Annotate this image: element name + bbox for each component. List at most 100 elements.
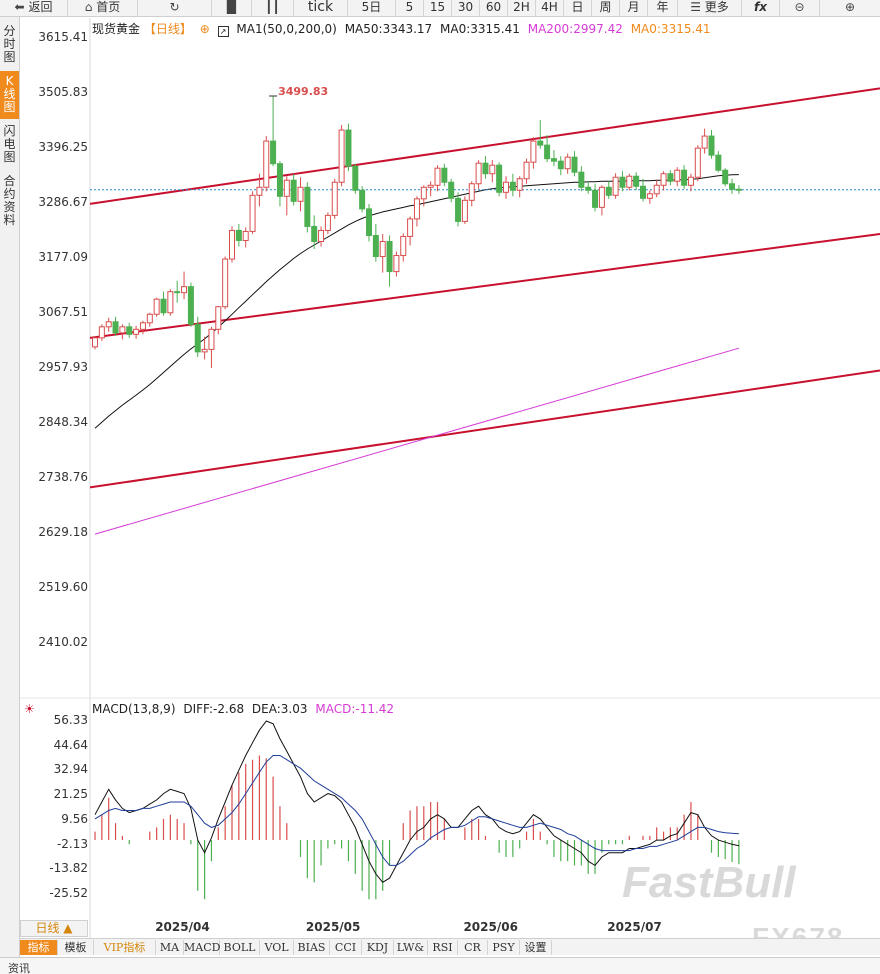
indicator-tab-5[interactable]: BOLL: [220, 940, 260, 955]
indicator-bar: 指标 模板 VIP指标 MA MACD BOLL VOL BIAS CCI KDJ LW& RSI CR…: [20, 938, 880, 955]
candle-body: [181, 286, 188, 294]
candle-body: [722, 169, 729, 185]
indicator-tab-14[interactable]: 设置: [520, 940, 552, 955]
macd-tick-label: 9.56: [61, 811, 88, 826]
candle-body: [427, 184, 434, 188]
indicator-tab-13[interactable]: PSY: [488, 940, 520, 955]
period-button-0[interactable]: 5日: [348, 0, 396, 16]
candle-body: [139, 322, 146, 330]
period-tab[interactable]: 日线 ▲: [20, 920, 88, 937]
candlestick-icon: ┃┃: [265, 0, 280, 14]
period-button-4[interactable]: 60: [480, 0, 508, 16]
home-button[interactable]: ⌂ 首页: [68, 0, 138, 16]
zoom-out-button[interactable]: ⊝: [780, 0, 820, 16]
indicator-tab-2[interactable]: VIP指标: [94, 940, 156, 955]
candle-body: [605, 186, 612, 196]
home-button-label: 首页: [96, 0, 121, 14]
tick-button[interactable]: tick: [294, 0, 348, 16]
candle-body: [660, 173, 667, 186]
candle-body: [311, 225, 318, 242]
indicator-tab-9[interactable]: KDJ: [362, 940, 394, 955]
bar-chart-button[interactable]: ▐▌: [212, 0, 252, 16]
candle-body: [379, 240, 386, 258]
candle-body: [386, 240, 393, 273]
candle-body: [276, 163, 283, 197]
indicator-tab-6[interactable]: VOL: [260, 940, 294, 955]
candle-body: [413, 198, 420, 220]
candle-body: [372, 234, 379, 258]
settings-icon[interactable]: ⊕: [199, 22, 210, 36]
indicator-tab-7[interactable]: BIAS: [294, 940, 330, 955]
candle-body: [331, 181, 338, 216]
footer-label[interactable]: 资讯: [8, 962, 30, 974]
indicator-tab-0[interactable]: 指标: [20, 940, 58, 955]
candle-body: [468, 183, 475, 201]
macd-settings-icon[interactable]: ☀: [24, 702, 35, 716]
refresh-button[interactable]: ↻: [138, 0, 212, 16]
candle-body: [270, 140, 277, 165]
period-button-5[interactable]: 2H: [508, 0, 536, 16]
sidebar-item-0[interactable]: 分时图: [3, 24, 16, 64]
macd-tick-label: -2.13: [56, 836, 88, 851]
candle-body: [235, 229, 242, 241]
period-button-9[interactable]: 月: [620, 0, 648, 16]
candle-body: [708, 135, 715, 156]
indicator-box-icon[interactable]: ↗: [217, 26, 229, 37]
bar-chart-icon: ▐▌: [222, 0, 241, 14]
macd-name: MACD(13,8,9): [92, 702, 176, 716]
candle-body: [530, 140, 537, 163]
candle-body: [256, 186, 263, 196]
ma50-label: MA50:3343.17: [344, 22, 433, 36]
indicator-tab-8[interactable]: CCI: [330, 940, 362, 955]
candle-body: [229, 229, 235, 260]
trend-channel-line-1: [89, 232, 880, 339]
candle-body: [174, 291, 181, 294]
candle-body: [598, 186, 605, 208]
period-button-10[interactable]: 年: [648, 0, 678, 16]
back-button-label: 返回: [28, 0, 53, 14]
home-icon: ⌂: [84, 0, 93, 14]
period-button-3[interactable]: 30: [452, 0, 480, 16]
date-tick-label: 2025/04: [155, 920, 210, 934]
period-button-1[interactable]: 5: [396, 0, 424, 16]
candle-body: [98, 326, 105, 339]
candle-body: [646, 193, 653, 199]
candle-body: [509, 181, 516, 191]
fx-button[interactable]: fx: [742, 0, 780, 16]
sidebar-item-2[interactable]: 闪电图: [3, 124, 16, 164]
ma1-label: MA1(50,0,200,0): [236, 22, 337, 36]
candle-body: [290, 179, 297, 202]
candle-body: [578, 171, 585, 188]
candle-body: [338, 129, 345, 183]
period-button-8[interactable]: 周: [592, 0, 620, 16]
candle-body: [297, 186, 304, 202]
indicator-tab-3[interactable]: MA: [156, 940, 184, 955]
indicator-tab-12[interactable]: CR: [458, 940, 488, 955]
price-tick-label: 2848.34: [38, 415, 88, 429]
period-button-6[interactable]: 4H: [536, 0, 564, 16]
candle-body: [400, 235, 407, 257]
sidebar-item-3[interactable]: 合约资料: [3, 174, 16, 227]
trend-channel-line-0: [89, 87, 880, 205]
period-button-7[interactable]: 日: [564, 0, 592, 16]
candle-body: [715, 154, 722, 171]
back-button[interactable]: ⬅ 返回: [0, 0, 68, 16]
indicator-tab-11[interactable]: RSI: [428, 940, 458, 955]
period-button-2[interactable]: 15: [424, 0, 452, 16]
zoom-out-icon: ⊝: [794, 0, 805, 14]
more-button[interactable]: ☰ 更多: [678, 0, 742, 16]
candle-body: [112, 321, 119, 334]
candle-body: [249, 194, 256, 232]
indicator-tab-4[interactable]: MACD: [184, 940, 221, 955]
macd-value: MACD:-11.42: [315, 702, 395, 716]
candle-body: [187, 286, 194, 325]
price-tick-label: 3067.51: [38, 304, 88, 319]
zoom-in-button[interactable]: ⊕: [820, 0, 880, 16]
price-tick-label: 3505.83: [38, 84, 88, 99]
candle-style-button[interactable]: ┃┃: [252, 0, 294, 16]
indicator-tab-1[interactable]: 模板: [58, 940, 94, 955]
indicator-tab-10[interactable]: LW&: [394, 940, 428, 955]
more-button-label: 更多: [704, 0, 729, 14]
